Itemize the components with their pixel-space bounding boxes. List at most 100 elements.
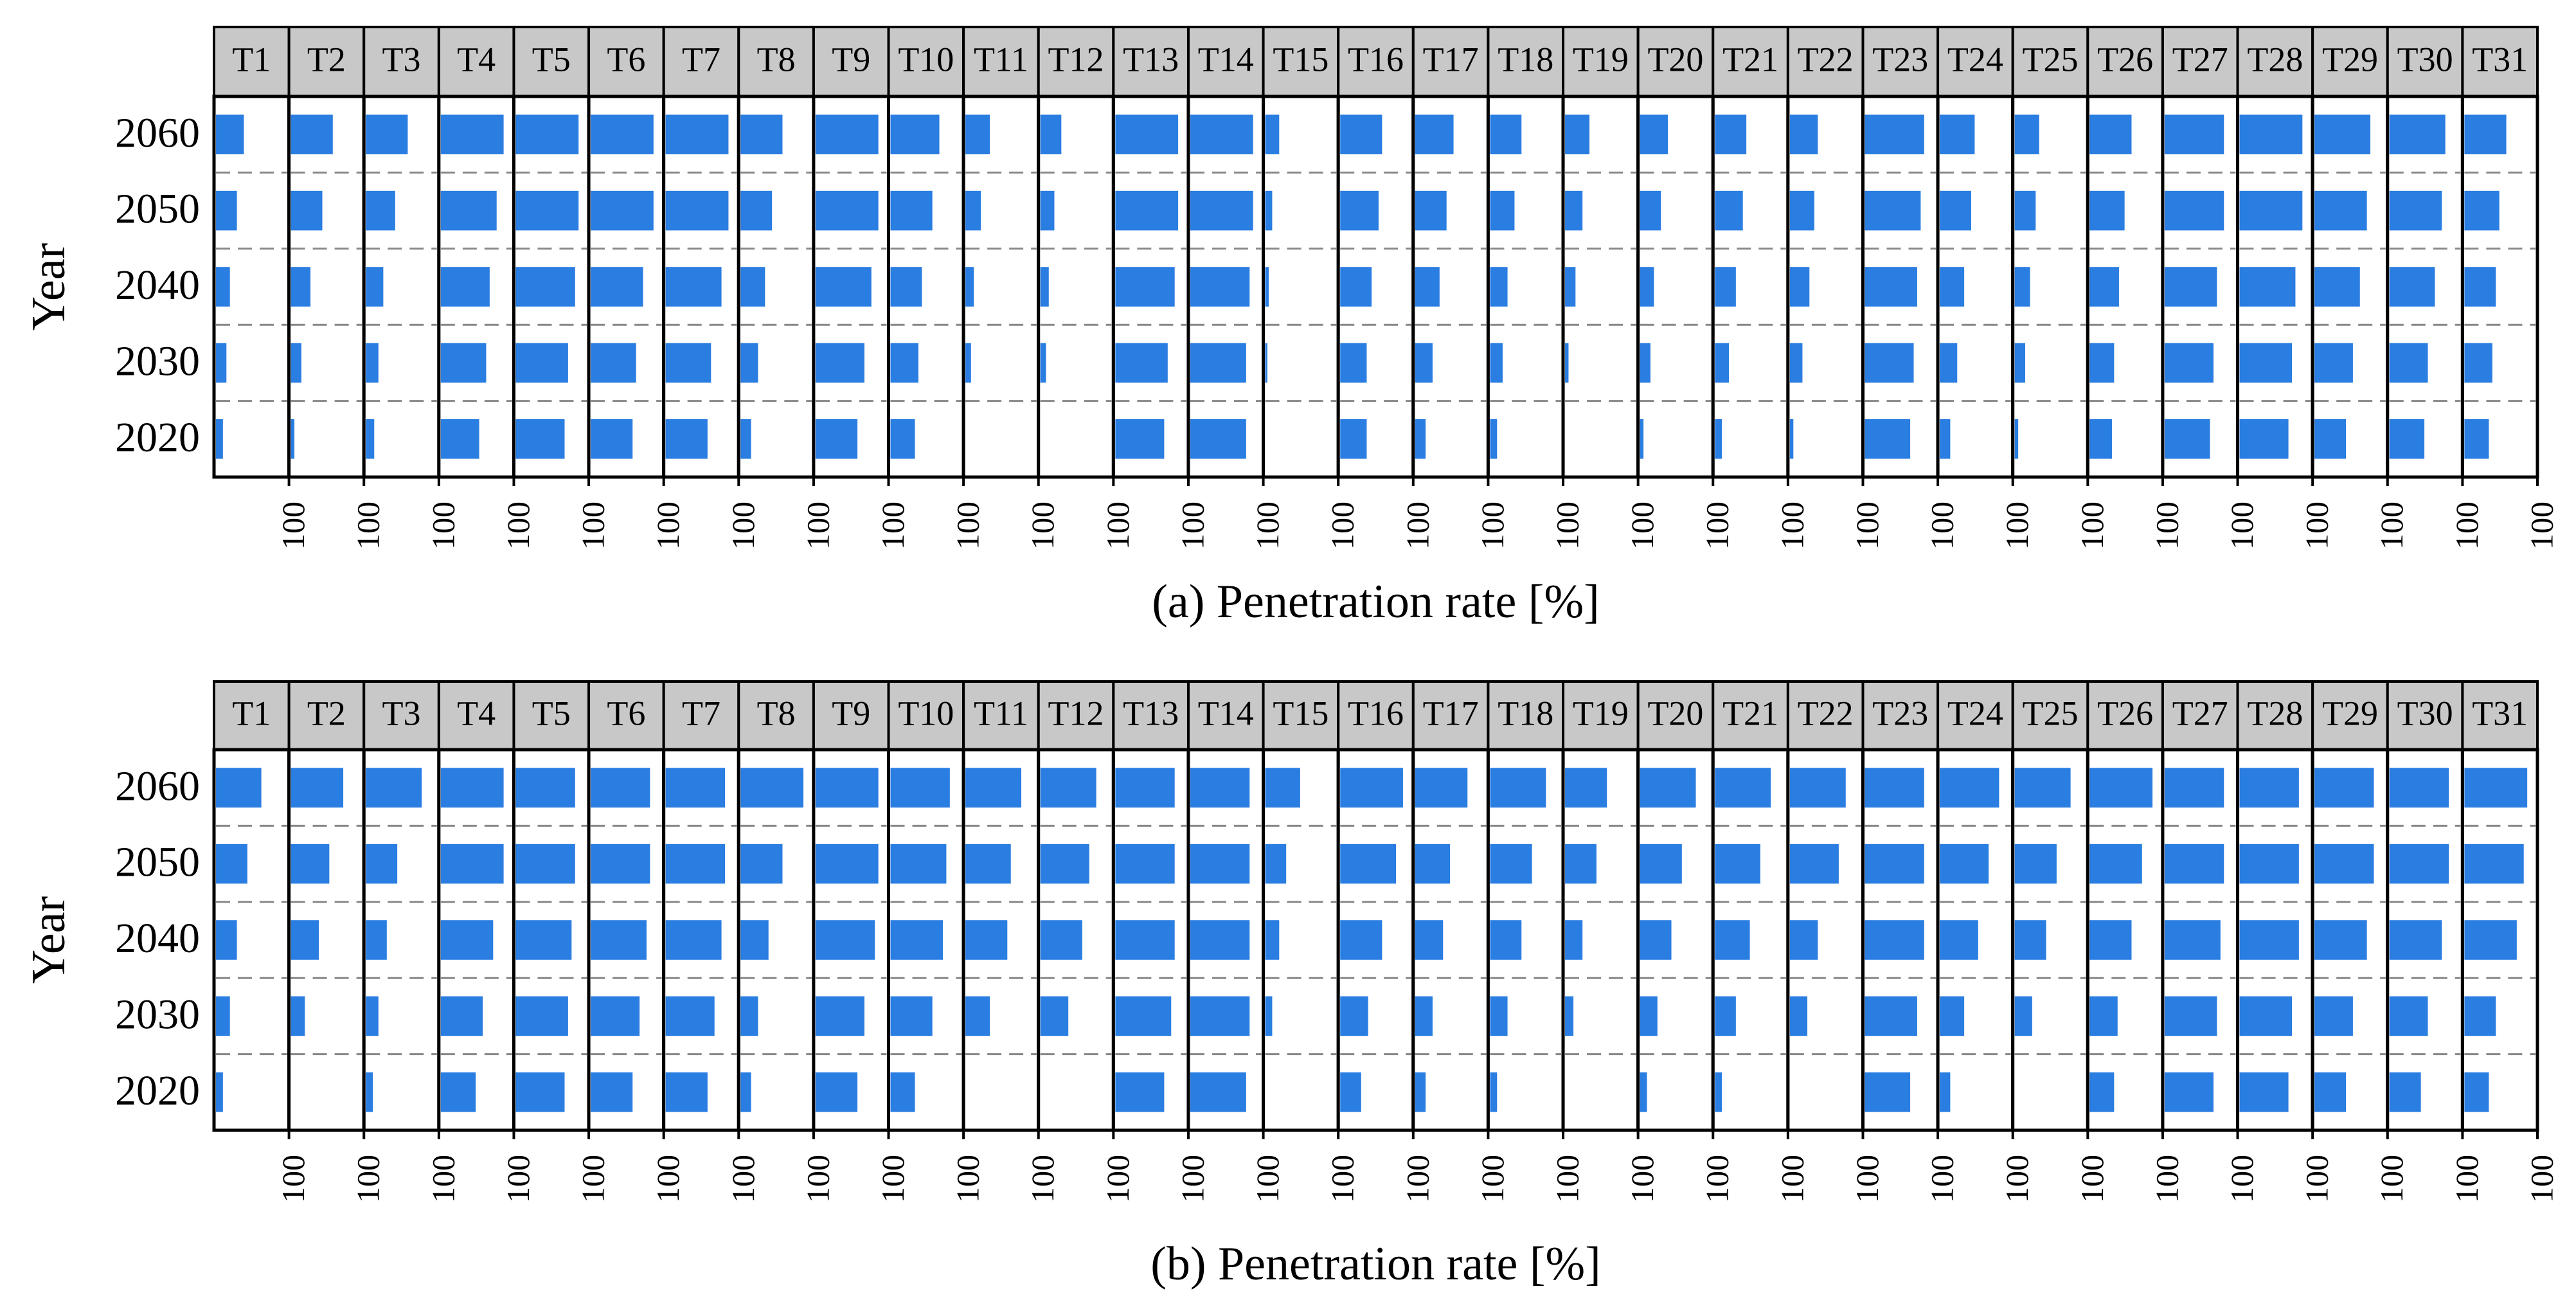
- facet-t6: T6 100: [587, 680, 686, 1203]
- y-tick-label: 2060: [115, 763, 200, 809]
- bar-t12-2060: [1040, 768, 1096, 808]
- bar-t2-2030: [291, 996, 305, 1036]
- bar-t22-2030: [1789, 343, 1803, 383]
- facet-strip-label: T12: [1048, 40, 1104, 78]
- bar-t24-2050: [1940, 844, 1989, 884]
- bar-t3-2050: [366, 844, 398, 884]
- bar-t6-2020: [591, 419, 633, 459]
- y-axis-title: Year: [22, 896, 75, 984]
- facet-strip-label: T3: [382, 694, 421, 732]
- bar-t6-2050: [591, 190, 654, 231]
- facet-strip: [812, 26, 890, 98]
- bar-t9-2050: [815, 190, 879, 231]
- facet-strip-label: T4: [457, 694, 496, 732]
- bar-t28-2060: [2239, 114, 2303, 154]
- bar-t18-2060: [1490, 114, 1522, 154]
- facet-t2: T2 100: [287, 680, 386, 1203]
- bar-t5-2060: [515, 114, 579, 154]
- bar-t1-2050: [216, 190, 237, 231]
- bar-t13-2020: [1115, 1072, 1165, 1112]
- facet-strip-label: T24: [1947, 40, 2003, 78]
- bar-t22-2040: [1789, 267, 1810, 307]
- x-tick-label: 100: [575, 1155, 611, 1203]
- x-tick-label: 100: [1774, 1155, 1810, 1203]
- bar-t18-2020: [1490, 1072, 1498, 1112]
- facet-strip: [812, 680, 890, 751]
- facet-t3: T3 100: [362, 680, 461, 1203]
- bar-t22-2060: [1789, 114, 1818, 154]
- bar-t24-2040: [1940, 267, 1965, 307]
- bar-t23-2020: [1865, 419, 1911, 459]
- bar-t15-2030: [1265, 996, 1273, 1036]
- facet-strip: [2311, 26, 2389, 98]
- bar-t7-2060: [665, 114, 729, 154]
- x-tick-label: 100: [1399, 1155, 1435, 1203]
- bar-t26-2050: [2089, 844, 2142, 884]
- facet-strip-label: T10: [898, 694, 954, 732]
- x-tick-label: 100: [2299, 501, 2335, 550]
- bar-t13-2060: [1115, 114, 1179, 154]
- bar-t23-2020: [1865, 1072, 1911, 1112]
- y-tick-label: 2050: [115, 186, 200, 233]
- y-tick-label: 2030: [115, 991, 200, 1038]
- bar-t18-2020: [1490, 419, 1498, 459]
- facet-strip-label: T7: [682, 694, 720, 732]
- x-tick-label: 100: [2149, 1155, 2185, 1203]
- facet-strip-label: T12: [1048, 694, 1104, 732]
- x-tick-label: 100: [1474, 501, 1510, 550]
- bar-t7-2020: [665, 419, 708, 459]
- bar-t6-2060: [591, 768, 650, 808]
- bar-t30-2020: [2389, 419, 2425, 459]
- bar-t23-2060: [1865, 114, 1924, 154]
- facet-t12: T12 100: [1037, 26, 1136, 550]
- x-tick-label: 100: [875, 1155, 911, 1203]
- bar-t28-2020: [2239, 1072, 2289, 1112]
- bar-t14-2060: [1190, 114, 1253, 154]
- x-tick-label: 100: [1024, 1155, 1060, 1203]
- bar-t25-2050: [2014, 844, 2057, 884]
- bar-t28-2050: [2239, 844, 2299, 884]
- facet-strip: [2461, 680, 2539, 751]
- bar-t21-2060: [1715, 768, 1771, 808]
- bar-t7-2030: [665, 343, 711, 383]
- facet-strip-label: T19: [1573, 694, 1629, 732]
- facet-t10: T10 100: [887, 680, 986, 1203]
- bar-t31-2040: [2464, 920, 2517, 960]
- bar-t13-2030: [1115, 343, 1168, 383]
- bar-t14-2040: [1190, 920, 1250, 960]
- facet-t5: T5 100: [512, 680, 611, 1203]
- facet-strip-label: T2: [307, 694, 346, 732]
- bar-t16-2060: [1340, 114, 1382, 154]
- y-tick-label: 2060: [115, 109, 200, 156]
- facet-t7: T7 100: [662, 26, 761, 550]
- bar-t7-2060: [665, 768, 725, 808]
- x-tick-label: 100: [1699, 1155, 1735, 1203]
- bar-t1-2040: [216, 920, 237, 960]
- facet-t4: T4 100: [437, 26, 536, 550]
- bar-t10-2030: [890, 343, 918, 383]
- bar-t28-2060: [2239, 768, 2299, 808]
- bar-t28-2020: [2239, 419, 2289, 459]
- facet-plot-area: [1037, 95, 1115, 479]
- x-tick-label: 100: [1174, 501, 1210, 550]
- facet-strip-label: T20: [1647, 694, 1703, 732]
- bar-t23-2050: [1865, 844, 1924, 884]
- bar-t25-2020: [2014, 419, 2019, 459]
- bar-t17-2060: [1415, 768, 1468, 808]
- facet-t13: T13 100: [1111, 26, 1210, 550]
- bar-t19-2040: [1565, 267, 1576, 307]
- bar-t20-2020: [1640, 419, 1644, 459]
- facet-plot-area: [1636, 748, 1715, 1132]
- bar-t3-2020: [366, 1072, 373, 1112]
- bar-t22-2030: [1789, 996, 1808, 1036]
- bar-t12-2040: [1040, 920, 1082, 960]
- facet-t25: T25 100: [2011, 680, 2110, 1203]
- facet-t12: T12 100: [1037, 680, 1136, 1203]
- x-tick-label: 100: [1924, 1155, 1960, 1203]
- bar-t4-2030: [440, 996, 483, 1036]
- facet-plot-area: [1786, 95, 1865, 479]
- facet-t29: T29 100: [2311, 680, 2410, 1203]
- bar-t29-2020: [2314, 1072, 2347, 1112]
- x-tick-label: 100: [800, 1155, 836, 1203]
- facet-t11: T11 100: [962, 26, 1060, 550]
